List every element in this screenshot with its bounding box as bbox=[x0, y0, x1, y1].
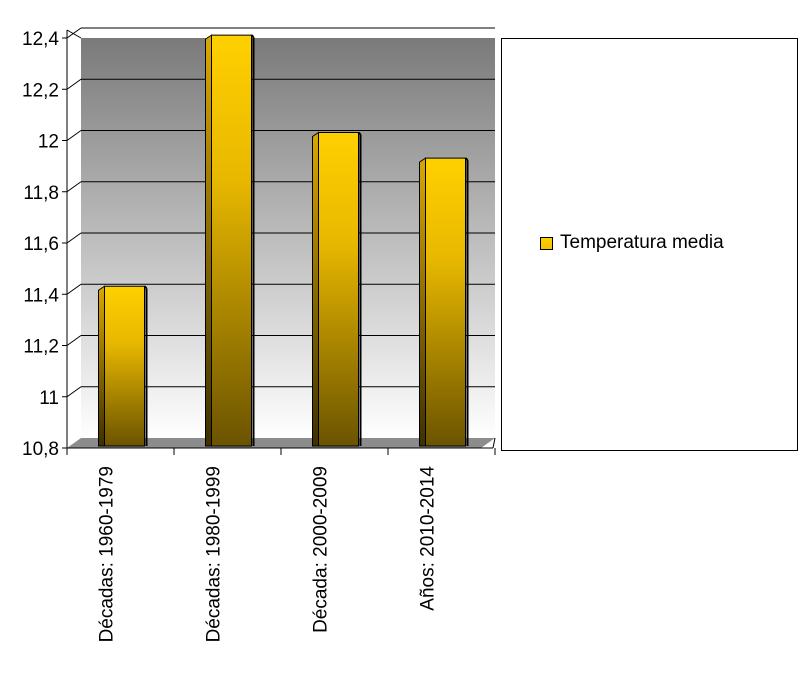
bar-edge bbox=[143, 285, 148, 289]
bar-edge bbox=[250, 34, 255, 38]
bar-edge bbox=[464, 157, 469, 161]
bar bbox=[98, 285, 148, 447]
y-tick-label: 11 bbox=[39, 388, 59, 409]
gridline-depth bbox=[66, 78, 82, 90]
gridline-depth bbox=[66, 386, 82, 398]
y-tick-label: 12 bbox=[38, 132, 59, 153]
gridline-depth bbox=[66, 181, 82, 193]
y-tick-label: 11,4 bbox=[23, 285, 59, 306]
gridline-depth bbox=[66, 130, 82, 141]
gridline-depth bbox=[66, 232, 82, 244]
y-tick-label: 11,2 bbox=[23, 337, 59, 358]
y-axis-top-depth bbox=[66, 29, 82, 39]
bar-side bbox=[419, 157, 426, 447]
x-category-label: Años: 2010-2014 bbox=[418, 466, 439, 611]
legend-label: Temperatura media bbox=[560, 232, 724, 253]
bar-front bbox=[211, 34, 252, 447]
y-tick-label: 10,8 bbox=[22, 439, 59, 460]
bar bbox=[419, 157, 469, 447]
x-category-label: Década: 2000-2009 bbox=[311, 466, 332, 633]
plot-floor bbox=[67, 438, 495, 448]
y-tick-label: 11,8 bbox=[23, 183, 59, 204]
bar bbox=[205, 34, 255, 447]
bar bbox=[312, 131, 362, 447]
bar-front bbox=[425, 157, 466, 447]
bar-side bbox=[98, 285, 105, 447]
bar-edge bbox=[357, 131, 362, 136]
gridline-depth bbox=[66, 27, 82, 39]
gridline-depth bbox=[66, 335, 82, 346]
bar-side bbox=[312, 131, 319, 447]
x-axis-depth bbox=[492, 437, 496, 449]
bar-front bbox=[104, 285, 145, 447]
x-category-label: Décadas: 1960-1979 bbox=[97, 466, 118, 642]
legend: Temperatura media bbox=[501, 38, 798, 451]
y-tick-label: 12,4 bbox=[22, 29, 59, 50]
bar-front bbox=[318, 132, 359, 447]
legend-swatch bbox=[540, 236, 553, 250]
gridline-depth bbox=[66, 283, 82, 295]
y-tick-label: 11,6 bbox=[23, 234, 59, 255]
y-tick-label: 12,2 bbox=[22, 80, 59, 101]
x-category-label: Décadas: 1980-1999 bbox=[204, 466, 225, 642]
legend-entry: Temperatura media bbox=[540, 232, 724, 254]
bar-side bbox=[205, 34, 212, 447]
